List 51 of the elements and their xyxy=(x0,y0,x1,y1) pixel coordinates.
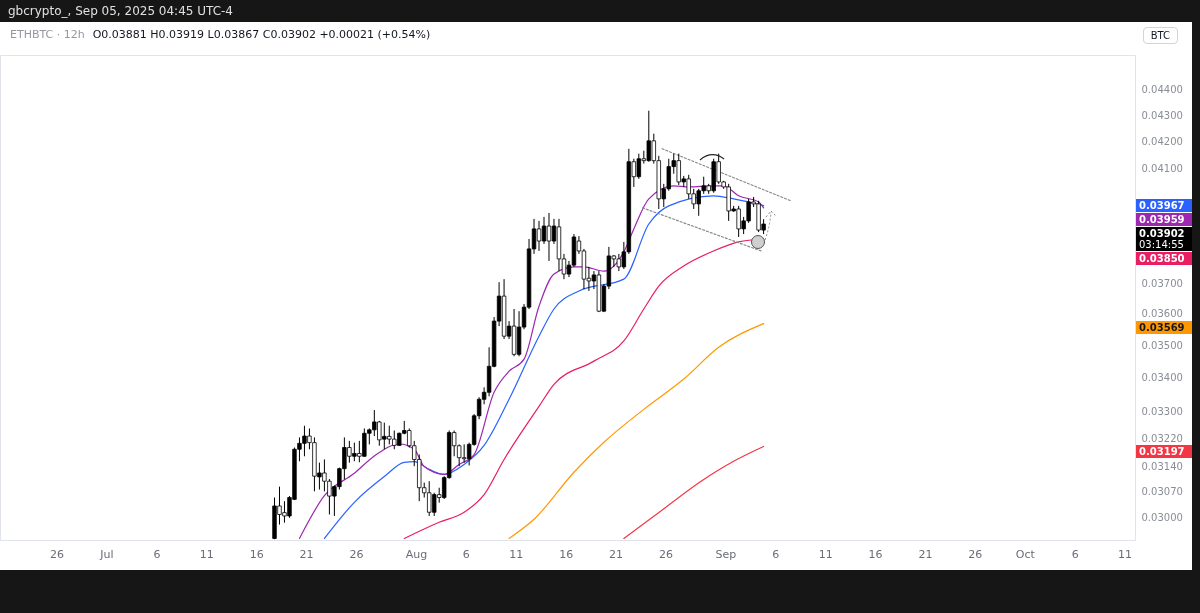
y-tick-label: 0.03300 xyxy=(1141,405,1183,417)
chart-subtitle: O0.03881 H0.03919 L0.03867 C0.03902 +0.00021 (+0.54%) xyxy=(92,28,431,41)
chart-title: ETHBTC · 12h xyxy=(10,28,85,41)
text: BTC xyxy=(1142,27,1178,44)
x-tick-label: 11 xyxy=(509,547,524,561)
y-tick-label: 0.03220 xyxy=(1141,432,1183,444)
text: 0.03902 xyxy=(1139,228,1186,240)
line-series xyxy=(623,445,765,540)
text: 0.03967 xyxy=(1139,200,1189,212)
y-tick-label: 0.03700 xyxy=(1141,277,1183,289)
y-tick-label: 0.03600 xyxy=(1141,308,1183,320)
text: 0.03197 xyxy=(1139,446,1189,458)
x-tick-label: 16 xyxy=(559,547,574,561)
x-tick-label: 26 xyxy=(349,547,364,561)
y-tick-label: 0.03500 xyxy=(1141,339,1183,351)
x-tick-label: 6 xyxy=(772,547,780,561)
x-tick-label: 16 xyxy=(249,547,264,561)
x-tick-label: 21 xyxy=(299,547,314,561)
x-tick-label: 26 xyxy=(968,547,983,561)
x-tick-label: Jul xyxy=(99,547,114,561)
candlestick xyxy=(546,212,552,262)
x-tick-label: 21 xyxy=(609,547,624,561)
x-tick-label: Aug xyxy=(405,547,428,561)
text: 0.03850 xyxy=(1139,253,1189,265)
x-tick-label: 11 xyxy=(818,547,833,561)
y-tick-label: 0.03000 xyxy=(1141,511,1183,523)
text: 0.03959 xyxy=(1139,214,1189,226)
x-tick-label: 6 xyxy=(153,547,161,561)
y-tick-label: 0.04100 xyxy=(1141,163,1183,175)
candlestick xyxy=(541,216,547,245)
text: 0.03569 xyxy=(1139,321,1189,333)
y-tick-label: 0.03400 xyxy=(1141,372,1183,384)
x-tick-label: Sep xyxy=(715,547,737,561)
candlestick xyxy=(536,220,542,252)
x-tick-label: 11 xyxy=(1118,547,1133,561)
text: 03:14:55 xyxy=(1139,239,1185,251)
x-tick-label: 21 xyxy=(918,547,933,561)
y-tick-label: 0.03070 xyxy=(1141,486,1183,498)
x-tick-label: 11 xyxy=(199,547,214,561)
x-tick-label: Oct xyxy=(1015,547,1036,561)
x-tick-label: 6 xyxy=(1071,547,1079,561)
x-tick-label: 26 xyxy=(50,547,65,561)
x-tick-label: 6 xyxy=(462,547,470,561)
y-tick-label: 0.04200 xyxy=(1141,136,1183,148)
text: gbcrypto_, Sep 05, 2025 04:45 UTC-4 xyxy=(8,4,233,18)
line-series xyxy=(508,323,765,540)
y-tick-label: 0.04400 xyxy=(1141,84,1183,96)
y-tick-label: 0.04300 xyxy=(1141,110,1183,122)
x-tick-label: 26 xyxy=(658,547,673,561)
x-tick-label: 16 xyxy=(868,547,883,561)
y-tick-label: 0.03140 xyxy=(1141,461,1183,473)
